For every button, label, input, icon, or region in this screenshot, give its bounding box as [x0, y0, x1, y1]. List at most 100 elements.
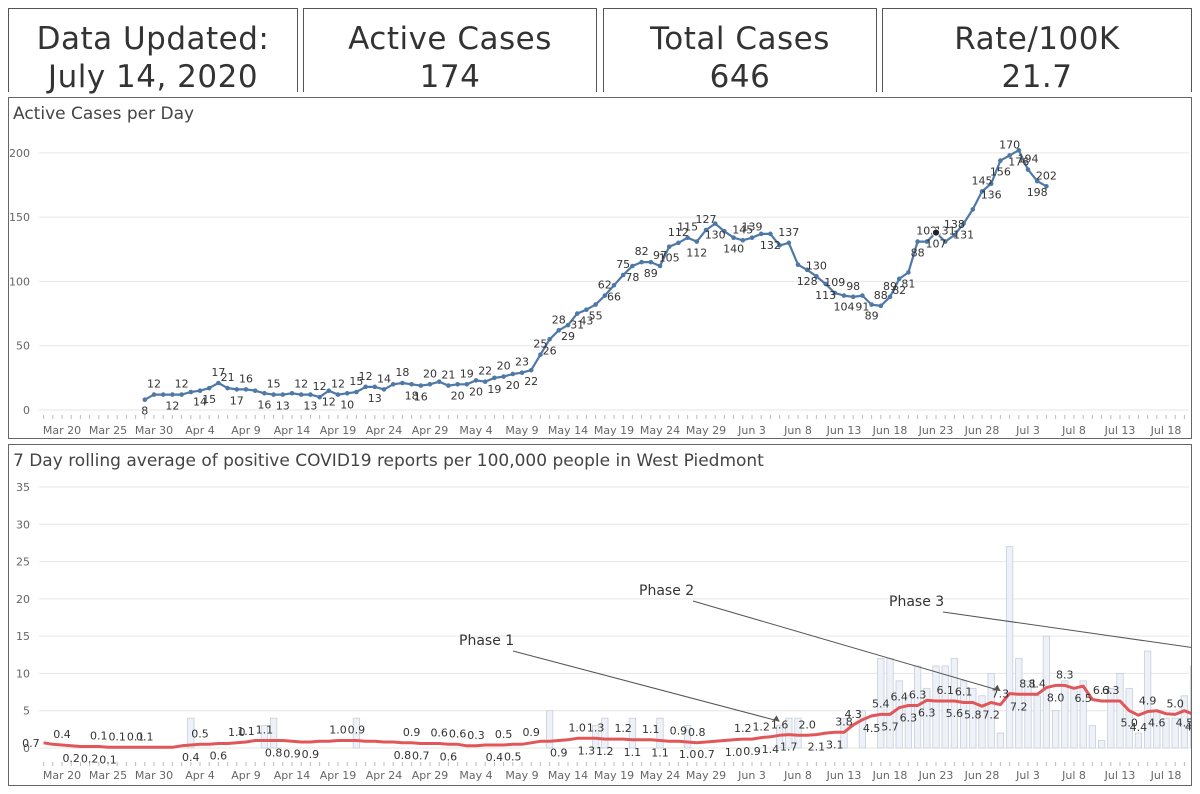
- rolling-average-data-label: 1.1: [256, 724, 274, 737]
- x-tick-label: May 29: [686, 424, 726, 437]
- active-cases-point: [298, 392, 304, 397]
- active-cases-data-label: 140: [723, 243, 744, 256]
- active-cases-point: [685, 235, 690, 241]
- x-tick-label: May 4: [459, 769, 492, 782]
- x-tick-label: May 19: [594, 769, 634, 782]
- active-cases-point: [593, 302, 598, 307]
- active-cases-point: [473, 378, 479, 383]
- active-cases-point: [574, 311, 580, 316]
- rolling-average-data-label: 5.6: [946, 707, 964, 720]
- active-cases-point: [206, 385, 212, 391]
- active-cases-data-label: 15: [267, 378, 281, 391]
- rolling-average-data-label: 1.1: [642, 723, 660, 736]
- kpi-active-cases: Active Cases 174: [303, 8, 597, 95]
- x-tick-label: Mar 20: [43, 424, 81, 437]
- daily-rate-bar: [1015, 658, 1023, 749]
- active-cases-data-label: 145: [972, 174, 993, 187]
- rolling-average-data-label: 1.3: [578, 744, 596, 757]
- active-cases-point: [758, 231, 764, 237]
- rolling-average-data-label: 0.9: [403, 726, 421, 739]
- active-cases-data-label: 20: [423, 367, 437, 380]
- rolling-average-data-label: 4.4: [1130, 721, 1148, 734]
- daily-rate-bar: [260, 725, 269, 749]
- active-cases-data-label: 12: [175, 378, 189, 391]
- active-cases-data-label: 18: [395, 366, 409, 379]
- kpi-data-updated-label: Data Updated:: [36, 21, 270, 57]
- x-tick-label: May 24: [640, 769, 680, 782]
- active-cases-data-label: 174: [1064, 98, 1085, 101]
- phase-annotation-line: [942, 611, 1191, 648]
- active-cases-data-label: 194: [1018, 153, 1039, 166]
- active-cases-data-label: 88: [874, 289, 888, 302]
- x-tick-label: Mar 30: [135, 769, 173, 782]
- rolling-average-data-label: 1.0: [228, 726, 246, 739]
- kpi-rate-label: Rate/100K: [954, 21, 1120, 57]
- daily-rate-bar: [1024, 680, 1032, 749]
- daily-rate-bar: [950, 658, 959, 749]
- active-cases-point: [409, 381, 414, 387]
- active-cases-point: [584, 307, 589, 313]
- active-cases-data-label: 107: [926, 238, 947, 251]
- active-cases-data-label: 22: [478, 365, 492, 378]
- rolling-average-data-label: 3.1: [826, 738, 844, 751]
- active-cases-point: [501, 374, 506, 379]
- active-cases-point: [170, 392, 175, 397]
- active-cases-point: [326, 388, 332, 394]
- active-cases-data-label: 115: [677, 221, 698, 234]
- active-cases-data-label: 20: [497, 360, 511, 373]
- rolling-average-panel: 7 Day rolling average of positive COVID1…: [8, 444, 1192, 786]
- rolling-average-data-label: 0.5: [495, 728, 513, 741]
- daily-rate-bar: [794, 717, 802, 749]
- active-cases-point: [804, 267, 810, 273]
- active-cases-data-label: 13: [276, 400, 290, 413]
- rolling-average-data-label: 6.3: [1102, 684, 1120, 697]
- daily-rate-bar: [1162, 717, 1170, 749]
- x-tick-label: Apr 14: [274, 769, 311, 782]
- rolling-average-data-label: 0.4: [182, 751, 200, 764]
- active-cases-point: [887, 294, 893, 300]
- active-cases-data-label: 62: [598, 279, 612, 292]
- active-cases-data-label: 16: [239, 372, 253, 385]
- active-cases-data-label: 14: [377, 372, 391, 385]
- x-tick-label: Apr 29: [412, 769, 449, 782]
- x-tick-label: Jul 18: [1150, 769, 1182, 782]
- daily-rate-bar: [1097, 740, 1106, 749]
- active-cases-point: [620, 272, 626, 278]
- active-cases-point: [400, 380, 405, 386]
- daily-rate-bar: [1042, 635, 1051, 749]
- rolling-average-data-label: 5.4: [872, 697, 890, 710]
- rolling-average-data-label: 4.5: [1176, 717, 1191, 730]
- rolling-average-data-label: 0.7: [22, 737, 40, 750]
- active-cases-data-label: 128: [797, 275, 818, 288]
- active-cases-point: [271, 392, 276, 397]
- active-cases-point: [446, 383, 451, 388]
- active-cases-point: [482, 379, 488, 385]
- active-cases-point: [1034, 178, 1040, 184]
- active-cases-data-label: 88: [911, 247, 925, 260]
- active-cases-point: [262, 390, 267, 396]
- active-cases-point: [151, 392, 157, 397]
- active-cases-data-label: 187: [1045, 98, 1066, 101]
- active-cases-point: [363, 384, 368, 390]
- rolling-average-data-label: 0.9: [348, 724, 366, 737]
- active-cases-data-label: 109: [824, 276, 845, 289]
- daily-rate-bar: [187, 717, 195, 749]
- phase-annotation-label: Phase 1: [459, 633, 514, 649]
- rolling-average-data-label: 1.1: [237, 725, 255, 738]
- active-cases-point: [998, 158, 1003, 163]
- active-cases-point: [538, 352, 543, 358]
- daily-rate-bar: [996, 732, 1005, 749]
- active-cases-point: [547, 336, 552, 342]
- rolling-average-data-label: 0.9: [522, 726, 540, 739]
- active-cases-point: [915, 239, 920, 244]
- active-cases-point: [676, 240, 681, 246]
- active-cases-data-label: 16: [257, 398, 271, 411]
- kpi-rate: Rate/100K 21.7: [882, 8, 1192, 95]
- active-cases-point: [280, 392, 286, 397]
- active-cases-data-label: 12: [294, 378, 308, 391]
- x-tick-label: Mar 25: [89, 769, 127, 782]
- rolling-average-title: 7 Day rolling average of positive COVID1…: [13, 451, 764, 471]
- active-cases-data-label: 82: [892, 284, 906, 297]
- active-cases-data-label: 13: [368, 392, 382, 405]
- daily-rate-bar: [1079, 680, 1087, 749]
